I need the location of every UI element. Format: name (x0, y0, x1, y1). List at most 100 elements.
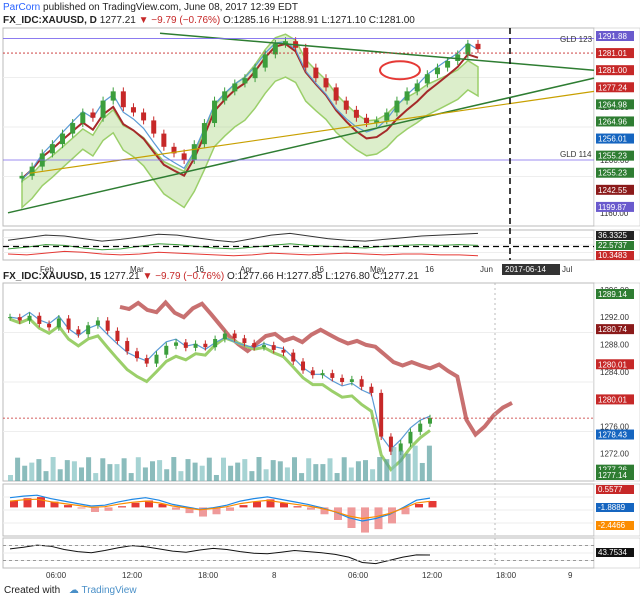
candle-15m-body (144, 358, 149, 364)
volume-bar (377, 457, 383, 481)
macd-bar (253, 501, 261, 508)
candle-body (343, 100, 349, 110)
candle-body (475, 43, 481, 50)
volume-bar (171, 457, 177, 481)
candle-15m-body (349, 379, 354, 382)
author-link[interactable]: ParCorn (3, 2, 41, 13)
volume-bar (213, 474, 219, 481)
candle-body (19, 175, 25, 179)
volume-bar (249, 471, 255, 481)
volume-bar (206, 457, 212, 481)
macd-bar (131, 502, 140, 508)
candle-body (394, 100, 400, 113)
price-label-box (596, 65, 634, 76)
candle-body (262, 54, 268, 68)
candle-body (272, 43, 278, 55)
volume-bar (235, 462, 241, 481)
candle-body (374, 120, 380, 124)
kumo-red-line (119, 299, 513, 438)
volume-bar (29, 462, 35, 481)
macd-bar (64, 505, 72, 508)
candle-body (120, 91, 126, 108)
volume-bar (292, 457, 297, 481)
candle-15m-body (418, 423, 423, 432)
volume-bar (114, 464, 120, 481)
volume-bar (221, 457, 226, 481)
top-change: ▼ −9.79 (−0.76%) (138, 15, 221, 26)
volume-bar (57, 469, 63, 481)
candle-15m-body (261, 345, 266, 348)
volume-bar (398, 450, 404, 481)
candle-15m-body (125, 341, 130, 352)
rsi-line (9, 544, 431, 565)
annotation-gld-114: GLD 114 (560, 150, 592, 159)
volume-bar (284, 467, 290, 481)
x-tick-label: 16 (425, 265, 434, 274)
x-tick-label-15m: 12:00 (122, 571, 143, 580)
candle-15m-body (232, 333, 237, 339)
volume-bar (384, 459, 390, 481)
trendline-down (159, 32, 595, 71)
price-label-box (596, 167, 634, 178)
highlight-ellipse (379, 60, 421, 81)
volume-bar (157, 460, 163, 481)
candle-15m-body (17, 317, 22, 321)
volume-bar (355, 461, 361, 481)
macd-bar (172, 507, 180, 510)
price-label-box (596, 133, 634, 144)
x-tick-label-date: 2017-06-14 (505, 265, 546, 274)
price-label: 1264.96 (598, 117, 627, 126)
macd-bar (10, 500, 18, 508)
tradingview-brand[interactable]: TradingView (81, 585, 137, 597)
volume-bar (426, 445, 432, 481)
date-marker-box (502, 264, 560, 275)
candle-15m-body (242, 338, 247, 344)
volume-bar (419, 462, 425, 481)
macd-bar (212, 507, 221, 515)
price-label-box (596, 201, 634, 212)
volume-bar (79, 467, 84, 481)
volume-bar (263, 469, 269, 481)
macd-bar (347, 507, 356, 528)
macd-bar (199, 507, 207, 517)
candle-body (282, 41, 288, 44)
price-label-15m: 1289.14 (598, 290, 627, 299)
volume-bar (320, 464, 326, 481)
macd-line (9, 494, 431, 522)
volume-bar (185, 459, 191, 481)
candle-body (212, 100, 218, 124)
volume-bar (192, 462, 198, 481)
candle-body (110, 91, 116, 101)
volume-bar (306, 458, 312, 481)
x-tick-label: May (370, 265, 385, 274)
volume-bar (121, 458, 127, 481)
price-label: 1255.23 (598, 152, 627, 161)
candle-15m-body (408, 431, 413, 444)
macd-bar (226, 507, 234, 511)
x-tick-label: 16 (315, 265, 324, 274)
tenkan-15m-line (9, 311, 431, 451)
x-tick-label: Apr (240, 265, 253, 274)
macd-bar (104, 507, 113, 511)
candle-body (191, 144, 197, 160)
candle-15m-body (66, 318, 71, 330)
price-label-box (596, 31, 634, 41)
candle-body (404, 91, 410, 101)
price-label-box (596, 184, 634, 195)
bottom-change: ▼ −9.79 (−0.76%) (142, 271, 225, 282)
candle-body (445, 61, 451, 68)
price-scale-2 (593, 282, 640, 482)
candle-15m-body (86, 325, 91, 335)
oscillator-line-1 (7, 243, 479, 251)
candle-body (323, 78, 329, 88)
kijun-line (21, 42, 479, 180)
price-label: 1277.24 (598, 83, 627, 92)
volume-bar (142, 467, 148, 481)
x-tick-label-15m: 06:00 (46, 571, 67, 580)
price-label-box-15m (596, 289, 634, 299)
candle-body (252, 67, 258, 79)
price-label: 1264.98 (598, 100, 627, 109)
candle-body (313, 67, 319, 79)
candle-body (455, 54, 461, 61)
